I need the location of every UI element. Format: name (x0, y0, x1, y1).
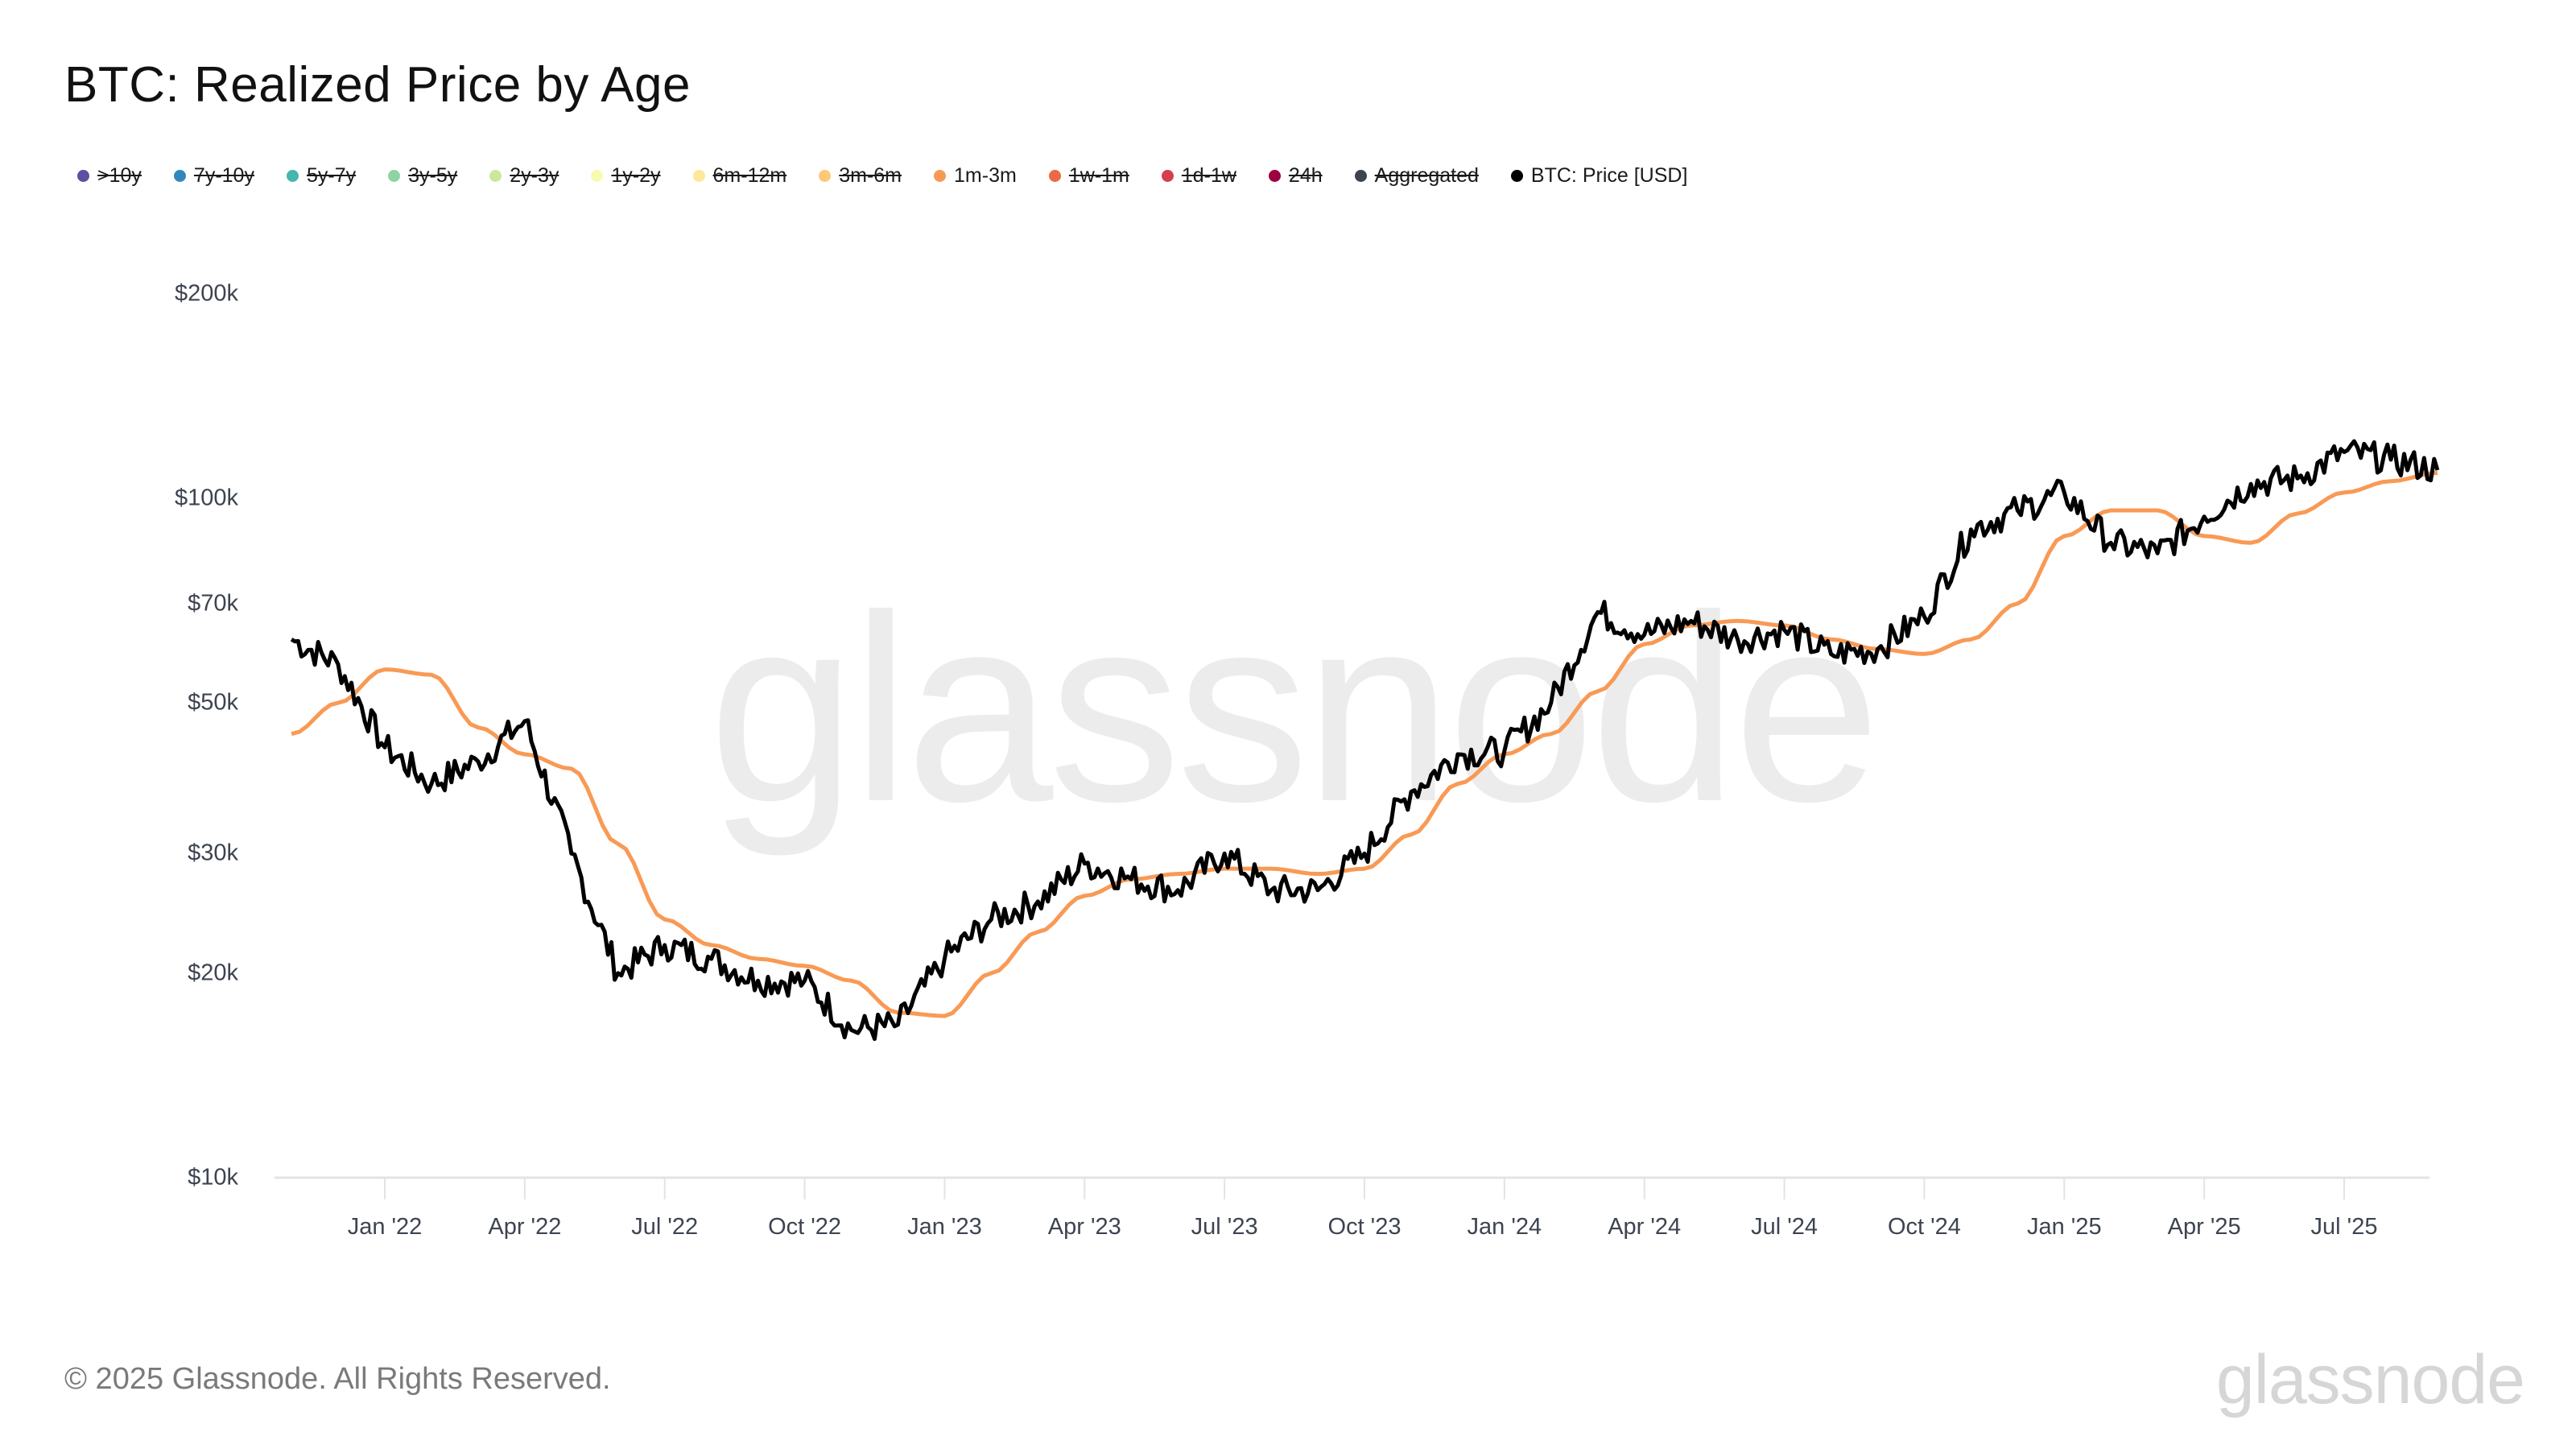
x-tick-label: Jul '23 (1191, 1214, 1258, 1240)
legend-item-24h[interactable]: 24h (1268, 164, 1323, 188)
legend-label: 1m-3m (954, 164, 1017, 187)
y-tick-label: $100k (174, 485, 238, 511)
legend-dot-icon (388, 170, 401, 182)
legend-dot-icon (692, 170, 705, 182)
legend-label: 2y-3y (510, 164, 559, 187)
legend-dot-icon (591, 170, 604, 182)
legend-item-1w-1m[interactable]: 1w-1m (1048, 164, 1129, 188)
legend: >10y 7y-10y 5y-7y 3y-5y 2y-3y 1y-2y 6m-12m 3m-6… (77, 164, 1719, 188)
y-tick-label: $30k (188, 840, 238, 866)
series-btc-price-line (290, 439, 2440, 1042)
x-tick-label: Oct '22 (768, 1214, 842, 1240)
legend-dot-icon (1048, 170, 1061, 182)
x-tick-label: Jan '25 (2026, 1214, 2102, 1240)
legend-dot-icon (173, 170, 186, 182)
y-tick-label: $200k (174, 280, 238, 307)
legend-label: 3y-5y (408, 164, 458, 187)
x-tick-label: Jul '25 (2310, 1214, 2378, 1240)
legend-item-5y-7y[interactable]: 5y-7y (286, 164, 357, 188)
x-tick-label: Jul '24 (1751, 1214, 1818, 1240)
x-tick-label: Oct '24 (1887, 1214, 1961, 1240)
chart-title: BTC: Realized Price by Age (64, 57, 691, 113)
y-tick-label: $70k (188, 590, 238, 617)
legend-item-1d-1w[interactable]: 1d-1w (1161, 164, 1236, 188)
x-tick-label: Oct '23 (1327, 1214, 1402, 1240)
legend-label: 1w-1m (1068, 164, 1129, 187)
legend-dot-icon (1510, 170, 1523, 182)
legend-item-10y[interactable]: >10y (77, 164, 142, 188)
legend-label: >10y (97, 164, 142, 187)
y-tick-label: $50k (188, 689, 238, 716)
legend-item-1y-2y[interactable]: 1y-2y (591, 164, 661, 188)
x-tick-label: Apr '25 (2167, 1214, 2241, 1240)
legend-item-7y-10y[interactable]: 7y-10y (173, 164, 254, 188)
x-tick-label: Apr '24 (1608, 1214, 1682, 1240)
legend-dot-icon (489, 170, 502, 182)
x-tick-label: Apr '22 (488, 1214, 562, 1240)
legend-item-3m-6m[interactable]: 3m-6m (819, 164, 902, 188)
x-tick-label: Apr '23 (1047, 1214, 1121, 1240)
series-1m-3m-line (291, 471, 2438, 1018)
legend-item-aggregated[interactable]: Aggregated (1354, 164, 1479, 188)
x-tick-label: Jul '22 (631, 1214, 699, 1240)
legend-item-2y-3y[interactable]: 2y-3y (489, 164, 559, 188)
legend-item-1m-3m[interactable]: 1m-3m (934, 164, 1017, 188)
legend-item-3y-5y[interactable]: 3y-5y (388, 164, 457, 188)
legend-dot-icon (934, 170, 947, 182)
glassnode-logo: glassnode (2215, 1341, 2525, 1418)
legend-label: 3m-6m (839, 164, 902, 187)
x-tick-label: Jan '23 (907, 1214, 982, 1240)
legend-label: 5y-7y (306, 164, 357, 187)
legend-label: BTC: Price [USD] (1530, 164, 1688, 187)
legend-dot-icon (819, 170, 832, 182)
legend-label: 7y-10y (193, 164, 254, 187)
legend-label: 1y-2y (611, 164, 661, 187)
x-tick-label: Jan '24 (1467, 1214, 1542, 1240)
legend-label: 6m-12m (712, 164, 787, 187)
legend-item-6m-12m[interactable]: 6m-12m (692, 164, 787, 188)
legend-dot-icon (77, 170, 89, 182)
legend-label: Aggregated (1374, 164, 1479, 187)
legend-item-btc-price-usd[interactable]: BTC: Price [USD] (1510, 164, 1688, 188)
x-ticks (384, 1178, 2345, 1199)
y-tick-label: $10k (188, 1164, 238, 1191)
legend-label: 24h (1288, 164, 1323, 187)
legend-dot-icon (1268, 170, 1281, 182)
legend-dot-icon (1161, 170, 1174, 182)
legend-dot-icon (286, 170, 299, 182)
copyright-text: © 2025 Glassnode. All Rights Reserved. (64, 1362, 611, 1396)
x-tick-label: Jan '22 (347, 1214, 423, 1240)
legend-label: 1d-1w (1181, 164, 1236, 187)
legend-dot-icon (1354, 170, 1367, 182)
y-tick-label: $20k (188, 960, 238, 986)
